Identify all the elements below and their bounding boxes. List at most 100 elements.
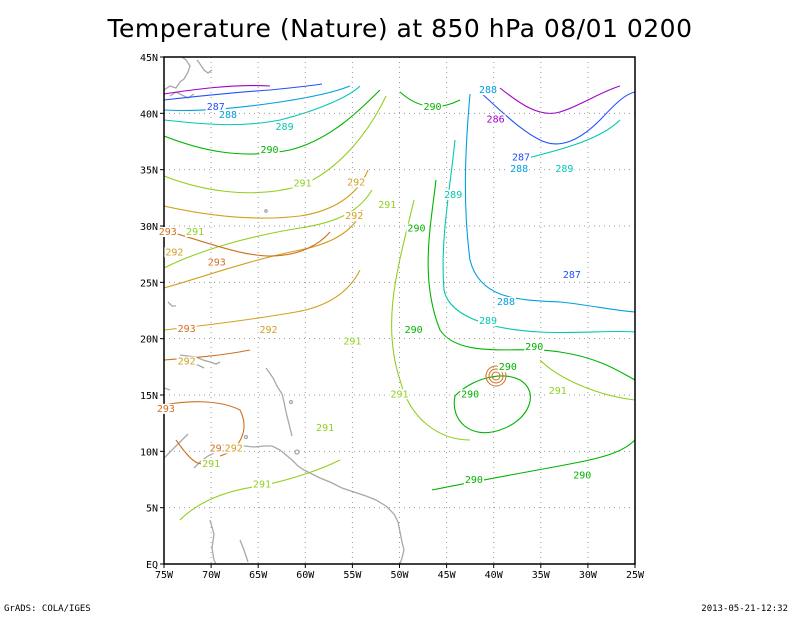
contour-label: 289	[555, 164, 573, 175]
contour-label-bg	[155, 403, 176, 414]
contour-label-bg	[463, 474, 484, 485]
contour-label-bg	[344, 211, 365, 222]
contour-label-bg	[206, 257, 227, 268]
contour-label: 287	[563, 270, 581, 281]
footer-credit: GrADS: COLA/IGES	[4, 604, 91, 614]
contour-label: 287	[512, 153, 530, 164]
contour-label-bg	[201, 459, 222, 470]
lat-tick-label: 35N	[140, 166, 158, 177]
contour-label-bg	[478, 316, 499, 327]
contour-label-bg	[554, 163, 575, 174]
contour-map: 75W 70W 65W 60W 55W 50W 45W 40W 35W 30W 25W EQ 5N 10N…	[140, 53, 645, 581]
contour-label-bg	[258, 325, 279, 336]
contour-label: 293	[178, 324, 196, 335]
lat-tick-label: 20N	[140, 335, 158, 346]
contour-label: 292	[347, 177, 365, 188]
contour-label: 291	[293, 179, 311, 190]
contour-label-bg	[342, 336, 363, 347]
contour-label-bg	[292, 178, 313, 189]
contour-label: 291	[390, 389, 408, 400]
lat-tick-label: 25N	[140, 278, 158, 289]
contour-label: 290	[405, 325, 423, 336]
contour-label: 293	[208, 257, 226, 268]
contour-287	[164, 83, 635, 145]
contour-286	[164, 85, 621, 114]
contour-label-bg	[497, 362, 518, 373]
contour-label-bg	[218, 109, 239, 120]
lat-tick-label: 45N	[140, 53, 158, 64]
contour-label: 290	[423, 102, 441, 113]
contour-label: 290	[499, 362, 517, 373]
contour-label: 291	[378, 200, 396, 211]
contour-label-bg	[547, 385, 568, 396]
contour-label-bg	[346, 177, 367, 188]
contour-label: 288	[497, 297, 515, 308]
contour-label: 291	[316, 423, 334, 434]
contour-label: 290	[407, 224, 425, 235]
contour-label: 289	[276, 122, 294, 133]
contour-label: 290	[465, 475, 483, 486]
contour-label: 290	[573, 470, 591, 481]
contour-label-bg	[157, 227, 178, 238]
contour-label: 292	[345, 211, 363, 222]
contour-label-bg	[377, 199, 398, 210]
lon-tick-label: 35W	[532, 570, 551, 581]
contour-label: 289	[444, 190, 462, 201]
contour-label: 287	[207, 102, 225, 113]
contour-label-bg	[315, 423, 336, 434]
contour-label: 288	[510, 164, 528, 175]
contour-label-bg	[478, 85, 499, 96]
contour-label-bg	[460, 389, 481, 400]
lat-lon-grid	[164, 57, 635, 564]
contour-label-bg	[185, 227, 206, 238]
lat-tick-label: EQ	[146, 560, 158, 571]
map-title: Temperature (Nature) at 850 hPa 08/01 02…	[107, 14, 693, 43]
contour-label: 291	[253, 479, 271, 490]
contour-label: 291	[343, 336, 361, 347]
lon-tick-label: 60W	[296, 570, 315, 581]
contour-label: 288	[479, 85, 497, 96]
contour-label-bg	[572, 470, 593, 481]
contour-label-bg	[274, 122, 295, 133]
temperature-contours	[164, 83, 635, 521]
contour-label-bg	[443, 189, 464, 200]
lon-tick-label: 65W	[249, 570, 268, 581]
cyclone-core-ring	[488, 368, 504, 384]
lon-tick-label: 45W	[438, 570, 457, 581]
contour-label-bg	[208, 443, 229, 454]
contour-label-bg	[259, 144, 280, 155]
lon-tick-label: 70W	[202, 570, 221, 581]
contour-label-bg	[561, 269, 582, 280]
contour-label-bg	[495, 296, 516, 307]
lon-tick-label: 30W	[579, 570, 598, 581]
contour-label-bg	[511, 152, 532, 163]
lon-tick-label: 55W	[343, 570, 362, 581]
contour-label-bg	[422, 101, 443, 112]
contour-293	[164, 229, 331, 465]
contour-label-bg	[406, 223, 427, 234]
cyclone-core-ring	[491, 371, 501, 381]
contour-label-bg	[485, 114, 506, 125]
footer-timestamp: 2013-05-21-12:32	[701, 604, 788, 614]
contour-label-bg	[205, 101, 226, 112]
contour-label: 290	[525, 342, 543, 353]
contour-label-bg	[164, 247, 185, 258]
contour-label: 290	[260, 145, 278, 156]
contour-label: 293	[210, 443, 228, 454]
contour-290	[164, 89, 635, 381]
lat-tick-label: 40N	[140, 109, 158, 120]
lon-tick-label: 75W	[155, 570, 174, 581]
contour-label-bg	[389, 389, 410, 400]
contour-label: 292	[225, 443, 243, 454]
contour-label: 289	[479, 316, 497, 327]
lat-tick-label: 15N	[140, 391, 158, 402]
lat-tick-label: 5N	[146, 504, 158, 515]
contour-label: 292	[260, 325, 278, 336]
contour-292	[164, 169, 369, 331]
lon-tick-label: 40W	[485, 570, 504, 581]
contour-label: 290	[461, 389, 479, 400]
contour-label: 286	[487, 114, 505, 125]
contour-label: 291	[549, 386, 567, 397]
contour-label-bg	[509, 163, 530, 174]
